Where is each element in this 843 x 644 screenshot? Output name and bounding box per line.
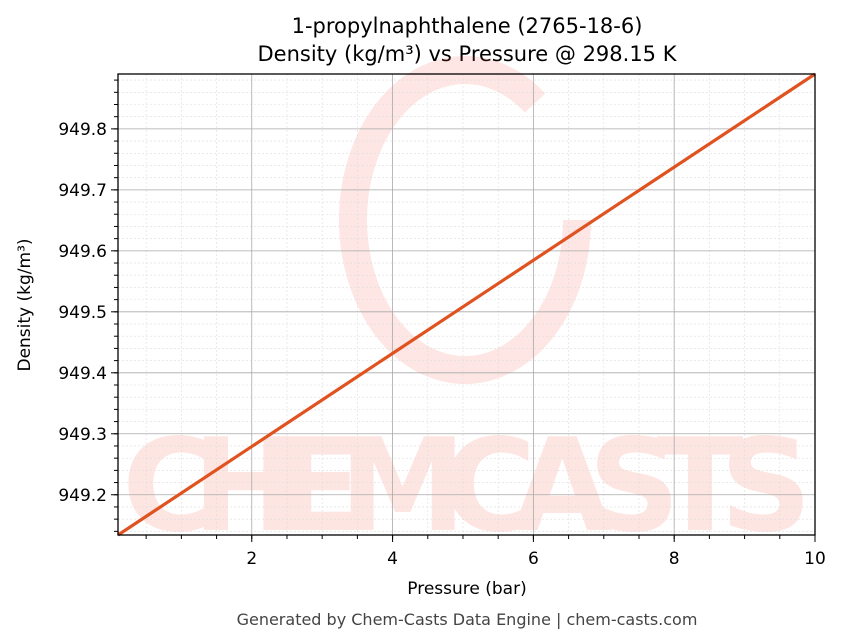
watermark-text: CHEMCASTS bbox=[122, 412, 812, 561]
chart-subtitle: Density (kg/m³) vs Pressure @ 298.15 K bbox=[257, 42, 677, 66]
footer: Generated by Chem-Casts Data Engine | ch… bbox=[237, 610, 698, 629]
y-axis-label: Density (kg/m³) bbox=[15, 238, 35, 371]
plot-frame bbox=[117, 73, 816, 536]
y-tick-label: 949.7 bbox=[58, 181, 107, 201]
series-line bbox=[117, 72, 816, 537]
chart-title: 1-propylnaphthalene (2765-18-6) bbox=[292, 14, 643, 38]
x-tick-label: 8 bbox=[669, 549, 680, 569]
y-tick-label: 949.4 bbox=[58, 364, 107, 384]
x-tick-label: 6 bbox=[528, 549, 539, 569]
x-tick-label: 10 bbox=[804, 549, 826, 569]
watermark: CHEMCASTS bbox=[122, 56, 812, 561]
y-tick-label: 949.8 bbox=[58, 120, 107, 140]
y-tick-label: 949.5 bbox=[58, 303, 107, 323]
y-tick-label: 949.6 bbox=[58, 242, 107, 262]
y-tick-label: 949.2 bbox=[58, 486, 107, 506]
y-tick-label: 949.3 bbox=[58, 425, 107, 445]
x-axis-label: Pressure (bar) bbox=[407, 579, 526, 599]
x-tick-label: 4 bbox=[387, 549, 398, 569]
x-tick-label: 2 bbox=[246, 549, 257, 569]
